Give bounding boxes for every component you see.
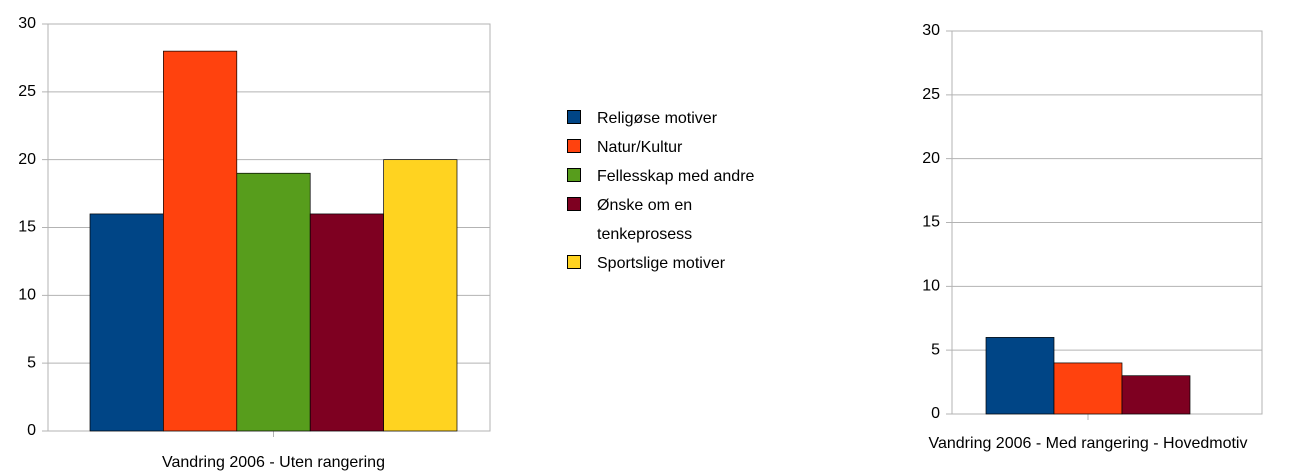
legend-item: Fellesskap med andre bbox=[567, 162, 757, 191]
bar bbox=[309, 213, 384, 432]
legend-swatch bbox=[567, 197, 581, 211]
bar bbox=[1053, 362, 1123, 415]
legend-label: Sportslige motiver bbox=[597, 255, 726, 272]
bar bbox=[383, 159, 458, 432]
y-tick-label: 30 bbox=[18, 15, 36, 32]
y-tick-label: 5 bbox=[931, 341, 940, 358]
legend-swatch bbox=[567, 110, 581, 124]
legend-label: Fellesskap med andre bbox=[597, 168, 755, 185]
y-tick-label: 15 bbox=[18, 219, 36, 236]
y-tick-label: 30 bbox=[922, 22, 940, 39]
y-tick-label: 20 bbox=[922, 150, 940, 167]
bar bbox=[236, 172, 311, 432]
y-tick-label: 10 bbox=[922, 278, 940, 295]
bar bbox=[163, 50, 238, 432]
y-tick-label: 20 bbox=[18, 151, 36, 168]
legend-label: Ønske om en tenkeprosess bbox=[597, 197, 693, 243]
bar bbox=[89, 213, 164, 432]
y-tick-label: 10 bbox=[18, 287, 36, 304]
bar bbox=[1121, 375, 1191, 415]
y-tick-label: 15 bbox=[922, 214, 940, 231]
y-tick-label: 25 bbox=[922, 86, 940, 103]
legend: Religøse motiver Natur/Kultur Fellesskap m… bbox=[567, 104, 757, 278]
legend-item: Ønske om en tenkeprosess bbox=[567, 191, 757, 249]
y-tick-label: 5 bbox=[27, 354, 36, 371]
x-tick-label: Vandring 2006 - Uten rangering bbox=[162, 454, 385, 471]
legend-swatch bbox=[567, 139, 581, 153]
legend-label: Natur/Kultur bbox=[597, 139, 683, 156]
legend-item: Religøse motiver bbox=[567, 104, 757, 133]
y-tick-label: 0 bbox=[27, 422, 36, 439]
legend-item: Sportslige motiver bbox=[567, 249, 757, 278]
y-tick-label: 25 bbox=[18, 83, 36, 100]
legend-label: Religøse motiver bbox=[597, 110, 718, 127]
legend-item: Natur/Kultur bbox=[567, 133, 757, 162]
bar bbox=[985, 337, 1055, 415]
x-tick-label: Vandring 2006 - Med rangering - Hovedmot… bbox=[929, 435, 1248, 452]
legend-swatch bbox=[567, 168, 581, 182]
y-tick-label: 0 bbox=[931, 405, 940, 422]
legend-swatch bbox=[567, 255, 581, 269]
